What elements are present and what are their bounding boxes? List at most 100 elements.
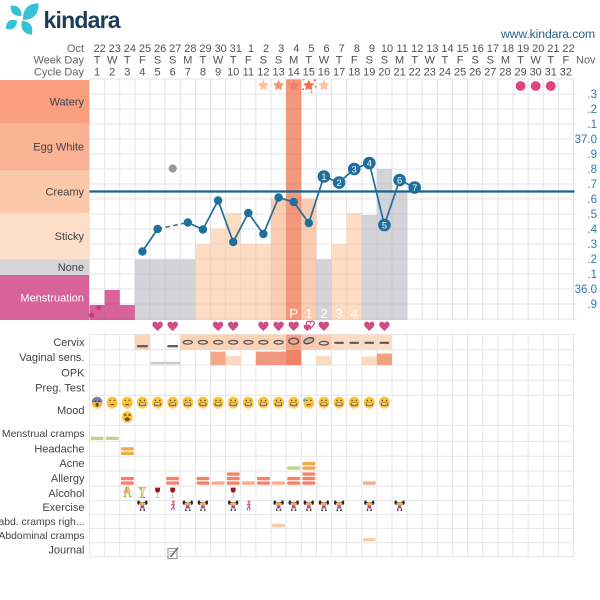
- svg-text:T: T: [94, 55, 101, 67]
- svg-text:Creamy: Creamy: [45, 187, 84, 199]
- svg-text:.1: .1: [587, 269, 597, 281]
- svg-text:28: 28: [184, 43, 196, 55]
- svg-text:18: 18: [502, 43, 514, 55]
- svg-text:16: 16: [472, 43, 484, 55]
- svg-text:36.0: 36.0: [575, 284, 597, 296]
- svg-text:.8: .8: [587, 164, 597, 176]
- svg-text:M: M: [501, 55, 510, 67]
- svg-text:S: S: [275, 55, 282, 67]
- svg-text:S: S: [487, 55, 494, 67]
- svg-text:7: 7: [339, 43, 345, 55]
- svg-text:26: 26: [154, 43, 166, 55]
- svg-text:T: T: [230, 55, 237, 67]
- svg-text:4: 4: [351, 306, 358, 321]
- svg-text:21: 21: [547, 43, 559, 55]
- svg-text:18: 18: [348, 66, 360, 78]
- svg-text:1: 1: [305, 306, 312, 321]
- svg-text:T: T: [411, 55, 418, 67]
- svg-text:8: 8: [200, 66, 206, 78]
- svg-text:4: 4: [293, 43, 299, 55]
- svg-text:1: 1: [248, 43, 254, 55]
- svg-text:22: 22: [562, 43, 574, 55]
- svg-text:20: 20: [378, 66, 390, 78]
- svg-text:T: T: [547, 55, 554, 67]
- svg-text:W: W: [425, 55, 436, 67]
- svg-text:23: 23: [109, 43, 121, 55]
- svg-text:17: 17: [487, 43, 499, 55]
- svg-text:.2: .2: [587, 254, 597, 266]
- svg-text:5: 5: [155, 66, 161, 78]
- svg-text:abd. cramps righ...: abd. cramps righ...: [0, 517, 85, 528]
- svg-text:27: 27: [484, 66, 496, 78]
- svg-text:3: 3: [352, 164, 357, 174]
- svg-text:Alcohol: Alcohol: [48, 488, 84, 500]
- svg-text:13: 13: [272, 66, 284, 78]
- svg-text:.7: .7: [587, 179, 597, 191]
- svg-text:13: 13: [426, 43, 438, 55]
- svg-text:29: 29: [514, 66, 526, 78]
- svg-text:Vaginal sens.: Vaginal sens.: [19, 352, 84, 364]
- svg-text:Sticky: Sticky: [55, 231, 85, 243]
- svg-text:5: 5: [308, 43, 314, 55]
- svg-text:22: 22: [94, 43, 106, 55]
- svg-text:6: 6: [170, 66, 176, 78]
- svg-text:Menstrual cramps: Menstrual cramps: [2, 429, 85, 440]
- svg-text:P: P: [289, 306, 298, 321]
- svg-text:T: T: [200, 55, 207, 67]
- svg-text:10: 10: [227, 66, 239, 78]
- svg-text:F: F: [563, 55, 570, 67]
- svg-text:Nov: Nov: [576, 55, 596, 67]
- svg-text:20: 20: [532, 43, 544, 55]
- svg-text:23: 23: [424, 66, 436, 78]
- svg-text:kindara: kindara: [44, 7, 121, 33]
- svg-text:6: 6: [397, 175, 402, 185]
- svg-text:S: S: [472, 55, 479, 67]
- svg-text:2: 2: [263, 43, 269, 55]
- svg-text:31: 31: [545, 66, 557, 78]
- svg-text:Acne: Acne: [59, 458, 84, 470]
- svg-text:S: S: [381, 55, 388, 67]
- svg-text:T: T: [442, 55, 449, 67]
- svg-text:31: 31: [230, 43, 242, 55]
- svg-text:25: 25: [139, 43, 151, 55]
- svg-text:14: 14: [288, 66, 300, 78]
- svg-text:16: 16: [318, 66, 330, 78]
- svg-text:Oct: Oct: [67, 43, 84, 55]
- svg-text:15: 15: [457, 43, 469, 55]
- svg-text:8: 8: [354, 43, 360, 55]
- svg-text:F: F: [351, 55, 358, 67]
- svg-text:29: 29: [199, 43, 211, 55]
- svg-text:11: 11: [243, 66, 254, 78]
- svg-text:19: 19: [517, 43, 529, 55]
- svg-text:OPK: OPK: [61, 367, 85, 379]
- svg-text:Watery: Watery: [50, 97, 85, 109]
- svg-text:9: 9: [369, 43, 375, 55]
- svg-text:.5: .5: [587, 209, 597, 221]
- svg-text:37.0: 37.0: [575, 134, 597, 146]
- svg-text:Abdominal cramps: Abdominal cramps: [0, 531, 85, 542]
- svg-text:M: M: [289, 55, 298, 67]
- svg-text:.3: .3: [587, 89, 597, 101]
- svg-text:2: 2: [320, 306, 327, 321]
- svg-text:30: 30: [530, 66, 542, 78]
- svg-text:26: 26: [469, 66, 481, 78]
- svg-text:1: 1: [94, 66, 100, 78]
- svg-text:15: 15: [303, 66, 315, 78]
- svg-text:Exercise: Exercise: [42, 502, 84, 514]
- svg-text:Week Day: Week Day: [33, 55, 84, 67]
- svg-text:W: W: [213, 55, 224, 67]
- svg-text:6: 6: [323, 43, 329, 55]
- svg-text:.1: .1: [587, 119, 597, 131]
- svg-text:17: 17: [333, 66, 345, 78]
- svg-text:32: 32: [560, 66, 572, 78]
- svg-text:Egg White: Egg White: [33, 142, 84, 154]
- svg-text:Cycle Day: Cycle Day: [34, 66, 85, 78]
- svg-text:2: 2: [337, 178, 342, 188]
- svg-text:T: T: [124, 55, 131, 67]
- svg-text:W: W: [107, 55, 118, 67]
- svg-text:Allergy: Allergy: [51, 473, 85, 485]
- svg-text:Menstruation: Menstruation: [20, 293, 84, 305]
- svg-text:24: 24: [439, 66, 451, 78]
- svg-text:27: 27: [169, 43, 181, 55]
- svg-text:22: 22: [409, 66, 421, 78]
